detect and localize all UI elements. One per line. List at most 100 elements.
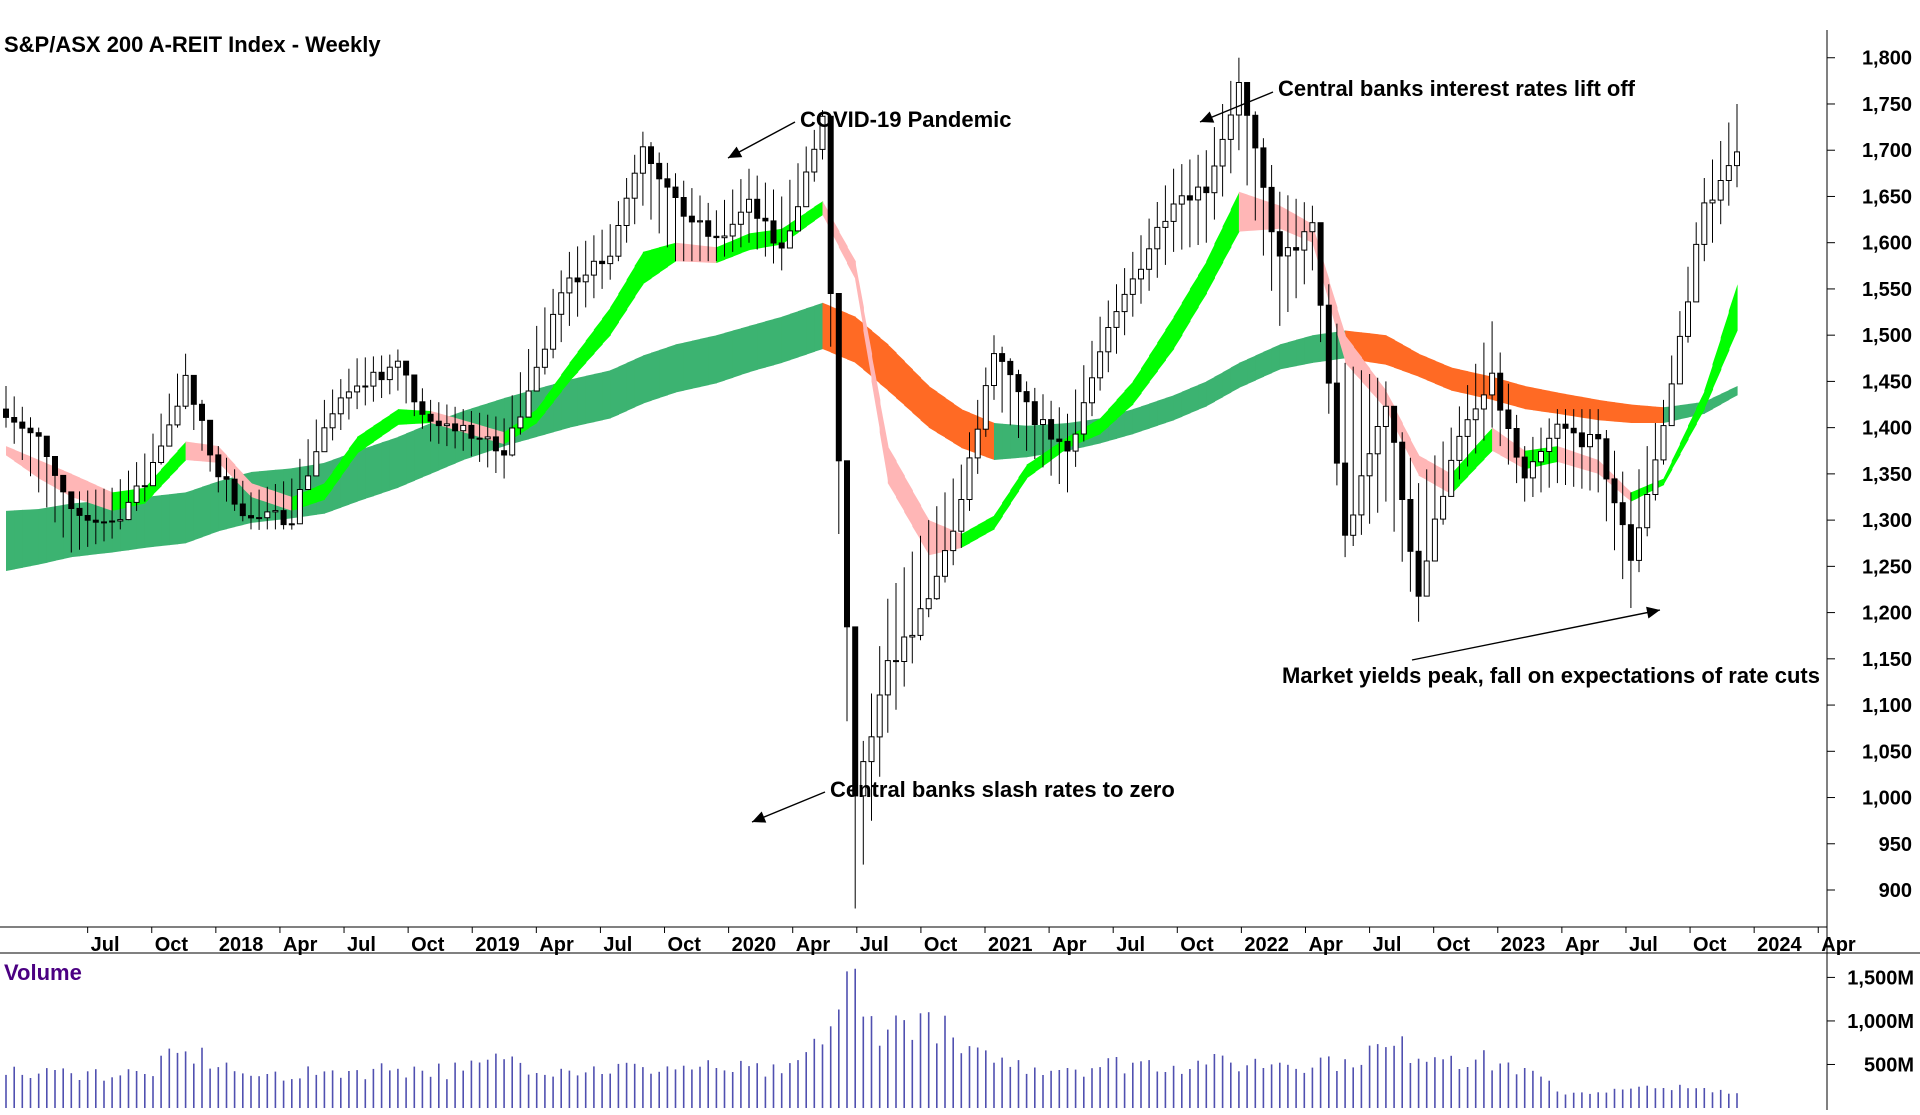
candle-body [623, 197, 630, 226]
long-ma-segment [602, 370, 611, 421]
short-ma-segment [1353, 346, 1362, 382]
short-ma-segment [1043, 448, 1052, 467]
candle-body [1113, 311, 1120, 328]
candle-body [1015, 374, 1022, 393]
long-ma-segment [1361, 332, 1371, 363]
candle-body [786, 230, 793, 249]
long-ma-segment [1141, 403, 1150, 432]
time-tick-label: Jul [1116, 934, 1145, 956]
candle-body [1619, 502, 1626, 526]
candle-body [1366, 453, 1373, 477]
candle-body [974, 428, 981, 459]
long-ma-segment [169, 493, 179, 546]
candle-body [1734, 151, 1740, 167]
candle-body [1162, 220, 1169, 228]
short-ma-segment [602, 307, 611, 345]
candle-body [1644, 494, 1651, 529]
candle-body [43, 435, 50, 458]
short-ma-segment [479, 425, 489, 440]
long-ma-segment [847, 313, 856, 363]
short-ma-segment [577, 340, 587, 373]
price-tick-label: 1,050 [1862, 741, 1912, 763]
long-ma-segment [1508, 381, 1518, 407]
long-moving-average-band [6, 302, 1738, 571]
long-ma-segment [961, 409, 971, 451]
long-ma-segment [1451, 367, 1460, 393]
candle-body [362, 385, 369, 388]
short-ma-segment [1018, 464, 1028, 492]
volume-title: Volume [4, 960, 82, 985]
short-ma-segment [1149, 342, 1158, 383]
long-ma-segment [55, 504, 64, 561]
short-ma-segment [1696, 390, 1705, 425]
short-ma-segment [316, 483, 325, 503]
short-ma-segment [569, 351, 579, 382]
candle-body [811, 148, 818, 173]
candle-body [443, 423, 450, 427]
long-ma-segment [724, 330, 734, 381]
short-ma-segment [651, 247, 660, 279]
short-ma-segment [1124, 381, 1134, 412]
short-ma-segment [593, 318, 603, 354]
short-ma-segment [1418, 455, 1428, 481]
time-tick-label: Jul [603, 934, 632, 956]
time-tick-label: Jul [347, 934, 376, 956]
candle-body [207, 419, 214, 456]
candle-body [827, 115, 834, 294]
candle-body [1203, 186, 1210, 194]
long-ma-segment [1230, 362, 1240, 393]
candle-body [868, 736, 875, 763]
candle-body [925, 598, 932, 610]
candle-body [590, 260, 597, 276]
candle-body [982, 385, 989, 430]
short-ma-segment [708, 246, 717, 263]
candle-body [419, 401, 426, 415]
long-ma-segment [1263, 348, 1273, 377]
candle-body [1260, 147, 1267, 188]
time-tick-label: Jul [1373, 934, 1402, 956]
candle-body [991, 353, 997, 387]
short-ma-segment [1377, 379, 1387, 410]
long-ma-segment [1271, 344, 1281, 374]
long-ma-segment [1549, 390, 1558, 414]
annotation-rates-lift-off: Central banks interest rates lift off [1278, 76, 1636, 101]
candle-body [337, 397, 344, 415]
long-ma-segment [348, 450, 358, 505]
candle-body [680, 197, 687, 217]
time-tick-label: Oct [1437, 934, 1471, 956]
candle-body [1146, 248, 1153, 270]
time-tick-label: Jul [860, 934, 889, 956]
short-ma-segment [193, 442, 203, 462]
arrow-lift-off-line [1199, 91, 1274, 123]
candle-body [117, 519, 124, 522]
candle-body [688, 215, 695, 223]
short-ma-segment [667, 242, 677, 267]
long-ma-segment [104, 499, 113, 554]
candle-body [852, 626, 859, 797]
long-ma-segment [1426, 357, 1436, 384]
long-ma-segment [136, 497, 146, 549]
candle-body [354, 385, 361, 393]
long-ma-segment [1410, 349, 1420, 377]
long-ma-segment [651, 350, 660, 401]
candle-body [541, 348, 548, 368]
candle-body [803, 171, 810, 208]
long-ma-segment [626, 359, 636, 411]
candle-body [721, 235, 728, 239]
candle-body [1399, 441, 1406, 501]
candle-body [68, 491, 75, 509]
short-moving-average-band [6, 191, 1738, 556]
short-ma-segment [1002, 490, 1011, 517]
long-ma-segment [1124, 409, 1134, 437]
candle-body [1472, 408, 1479, 421]
short-ma-segment [14, 449, 23, 467]
short-ma-segment [1688, 408, 1697, 440]
long-ma-segment [357, 448, 366, 502]
time-tick-label: 2019 [475, 934, 520, 956]
short-ma-segment [1630, 488, 1640, 502]
candle-body [109, 520, 116, 523]
short-ma-segment [1712, 337, 1722, 390]
candle-body [296, 489, 303, 525]
price-tick-label: 1,500 [1862, 325, 1912, 347]
